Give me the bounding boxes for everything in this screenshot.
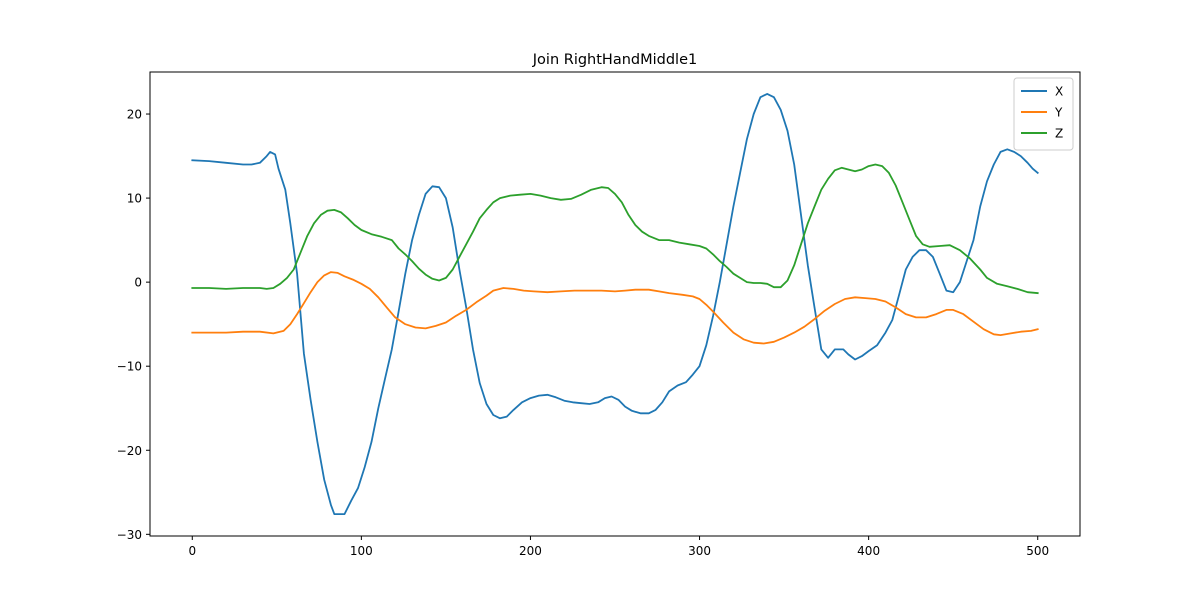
y-tick-label: 0: [134, 276, 142, 290]
series-line-x: [191, 93, 1039, 515]
y-tick-label: −10: [117, 360, 142, 374]
legend-label-x: X: [1055, 85, 1063, 99]
y-axis-ticks: −30 −20 −10 0 10 20: [117, 108, 150, 542]
legend-box: [1013, 77, 1074, 151]
series-line-y: [191, 271, 1039, 345]
y-tick-label: 20: [127, 108, 142, 122]
chart-title: Join RightHandMiddle1: [532, 52, 697, 68]
x-tick-label: 400: [857, 544, 880, 558]
x-tick-label: 300: [688, 544, 711, 558]
x-tick-label: 0: [188, 544, 196, 558]
series-layer: [191, 93, 1039, 515]
y-tick-label: −30: [117, 528, 142, 542]
x-tick-label: 500: [1026, 544, 1049, 558]
series-line-z: [191, 163, 1039, 295]
legend: XYZ: [1013, 77, 1074, 151]
plot-frame: [149, 71, 1081, 537]
legend-label-y: Y: [1054, 106, 1063, 120]
x-tick-label: 200: [519, 544, 542, 558]
y-tick-label: 10: [127, 192, 142, 206]
legend-label-z: Z: [1055, 127, 1063, 141]
x-tick-label: 100: [350, 544, 373, 558]
x-axis-ticks: 0 100 200 300 400 500: [188, 536, 1049, 558]
y-tick-label: −20: [117, 444, 142, 458]
